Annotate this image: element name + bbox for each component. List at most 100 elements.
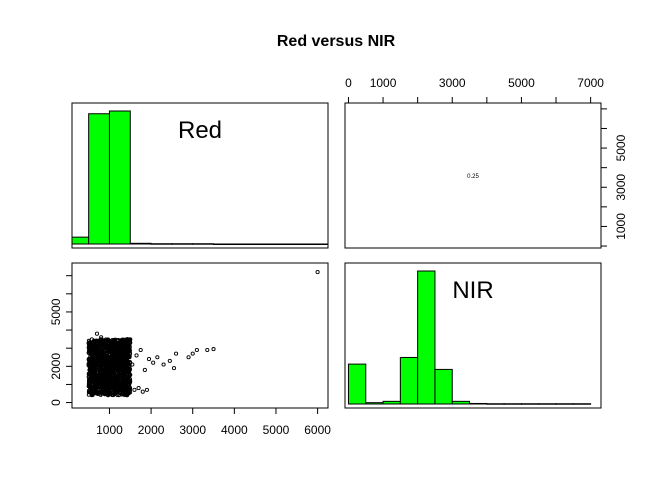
- scatter-point: [125, 373, 130, 378]
- nir-histogram: [347, 270, 592, 405]
- scatter-point: [88, 365, 93, 370]
- scatter-point: [93, 352, 98, 357]
- y-tick-label-left: 2000: [49, 353, 63, 380]
- scatter-point: [94, 373, 99, 378]
- scatter-point: [91, 389, 96, 395]
- scatter-point: [117, 346, 122, 352]
- panel-frame-red-hist: [71, 102, 329, 249]
- nir-hist-bar-13: [572, 403, 592, 405]
- scatter-point: [101, 370, 106, 375]
- scatter-point: [130, 362, 135, 367]
- y-tick-label-right: 3000: [614, 174, 628, 201]
- scatter-point: [94, 331, 100, 336]
- nir-hist-bar-12: [555, 403, 574, 405]
- scatter-point: [105, 392, 110, 397]
- scatter-point: [107, 343, 112, 348]
- scatter-point: [120, 368, 125, 373]
- x-tick-label-top: 3000: [439, 76, 466, 90]
- nir-hist-bar-5: [434, 368, 453, 405]
- scatter-point: [127, 378, 132, 383]
- scatter-point: [123, 355, 128, 360]
- scatter-point: [110, 353, 115, 358]
- scatter-point: [126, 364, 131, 369]
- scatter-point: [105, 338, 110, 343]
- scatter-point: [102, 363, 107, 368]
- scatter-point: [88, 375, 93, 380]
- y-tick-label-left: 0: [49, 399, 63, 406]
- nir-hist-bar-7: [469, 402, 488, 405]
- red-hist-bar-3: [129, 242, 152, 245]
- panel-label-red: Red: [178, 117, 222, 144]
- scatter-point: [155, 355, 160, 360]
- red-hist-bar-6: [192, 243, 215, 245]
- scatter-point: [124, 393, 130, 398]
- y-tick-label-right: 1000: [614, 213, 628, 240]
- scatter-point: [144, 387, 149, 392]
- scatter-point: [142, 367, 147, 372]
- scatter-point: [112, 352, 117, 357]
- scatter-point: [190, 351, 195, 356]
- scatter-point: [120, 359, 125, 364]
- scatter-point: [108, 372, 113, 377]
- scatter-point: [116, 388, 121, 393]
- scatter-point: [104, 351, 109, 356]
- scatter-point: [136, 386, 141, 391]
- red-hist-bar-10: [275, 243, 298, 245]
- scatter-point: [116, 366, 121, 372]
- scatter-point: [108, 352, 113, 358]
- nir-hist-bar-2: [382, 400, 401, 405]
- scatter-point: [138, 347, 143, 353]
- scatter-point: [171, 366, 177, 371]
- red-hist-bar-8: [233, 243, 256, 245]
- x-tick-label-top: 5000: [508, 76, 535, 90]
- scatter-point: [174, 351, 179, 356]
- scatter-point: [91, 338, 97, 343]
- scatter-point: [315, 270, 320, 275]
- correlation-value: 0.25: [467, 174, 479, 180]
- panel-label-nir: NIR: [452, 277, 493, 304]
- scatter-point: [98, 340, 103, 345]
- scatter-point: [128, 340, 133, 345]
- nir-hist-bar-11: [538, 403, 557, 405]
- scatter-point: [106, 360, 111, 365]
- scatter-point: [134, 353, 139, 358]
- x-tick-label-bottom: 2000: [138, 423, 165, 437]
- scatter-point: [127, 360, 132, 365]
- y-tick-label-left: 5000: [49, 298, 63, 325]
- scatter-point: [151, 360, 156, 365]
- scatter-point: [126, 353, 131, 358]
- scatter-point: [87, 346, 92, 352]
- nir-hist-bar-1: [365, 402, 384, 405]
- scatter-point: [111, 367, 116, 372]
- x-tick-label-bottom: 5000: [263, 423, 290, 437]
- scatter-point: [87, 340, 92, 345]
- scatter-point: [109, 385, 114, 390]
- scatter-point: [114, 356, 119, 361]
- nir-hist-bar-0: [347, 363, 367, 405]
- scatter-point: [92, 376, 97, 381]
- y-tick-label-right: 5000: [614, 134, 628, 161]
- scatter-point: [123, 353, 128, 358]
- nir-hist-bar-6: [451, 400, 471, 405]
- scatter-point: [108, 357, 113, 362]
- scatter-point: [107, 367, 112, 372]
- scatter-point: [211, 347, 216, 352]
- scatter-point: [119, 338, 125, 343]
- scatter-point: [98, 358, 103, 363]
- nir-hist-bar-4: [417, 270, 436, 405]
- scatter-point: [90, 369, 95, 375]
- scatter-point: [99, 389, 104, 394]
- scatter-point: [124, 337, 129, 342]
- nir-hist-bar-9: [503, 403, 522, 405]
- x-tick-label-top: 0: [345, 76, 352, 90]
- scatter-point: [116, 359, 121, 364]
- scatter-point: [112, 392, 117, 397]
- x-tick-label-bottom: 6000: [304, 423, 331, 437]
- scatter-point: [126, 389, 131, 394]
- scatter-point: [115, 373, 120, 378]
- red-hist-bar-9: [254, 243, 277, 245]
- plot-title: Red versus NIR: [277, 33, 396, 50]
- scatter-point: [186, 355, 191, 360]
- scatter-point: [146, 357, 152, 362]
